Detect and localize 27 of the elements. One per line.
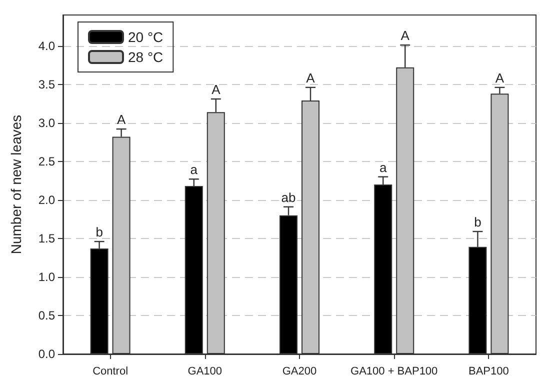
x-tick-label: BAP100 xyxy=(468,366,509,378)
y-tick-label: 0.0 xyxy=(38,347,56,361)
annotation: A xyxy=(400,28,410,44)
y-tick-label: 4.0 xyxy=(38,38,56,53)
legend-label: 28 °C xyxy=(128,49,164,65)
annotation: A xyxy=(306,70,316,86)
annotation: A xyxy=(495,70,504,86)
x-tick-label: GA200 xyxy=(282,366,317,378)
y-tick-label: 2.5 xyxy=(38,154,56,168)
y-tick-label: 1.0 xyxy=(38,270,56,284)
x-tick-label: GA100 + BAP100 xyxy=(350,366,438,378)
y-tick-label: 2.0 xyxy=(38,192,56,207)
legend-label: 20 °C xyxy=(128,29,164,45)
annotation: b xyxy=(96,224,103,240)
x-tick-label: Control xyxy=(92,366,128,378)
y-axis-title: Number of new leaves xyxy=(8,114,24,254)
annotation: b xyxy=(474,214,482,230)
y-tick-label: 1.5 xyxy=(38,231,56,246)
y-tick-label: 0.5 xyxy=(38,308,56,322)
x-tick-label: GA100 xyxy=(188,366,222,378)
annotation: a xyxy=(379,160,388,175)
y-tick-label: 3.5 xyxy=(38,77,56,92)
annotation: ab xyxy=(281,190,296,205)
annotation: A xyxy=(212,82,221,97)
annotation: a xyxy=(190,162,198,178)
annotation: A xyxy=(116,112,126,128)
y-tick-label: 3.0 xyxy=(38,116,56,130)
